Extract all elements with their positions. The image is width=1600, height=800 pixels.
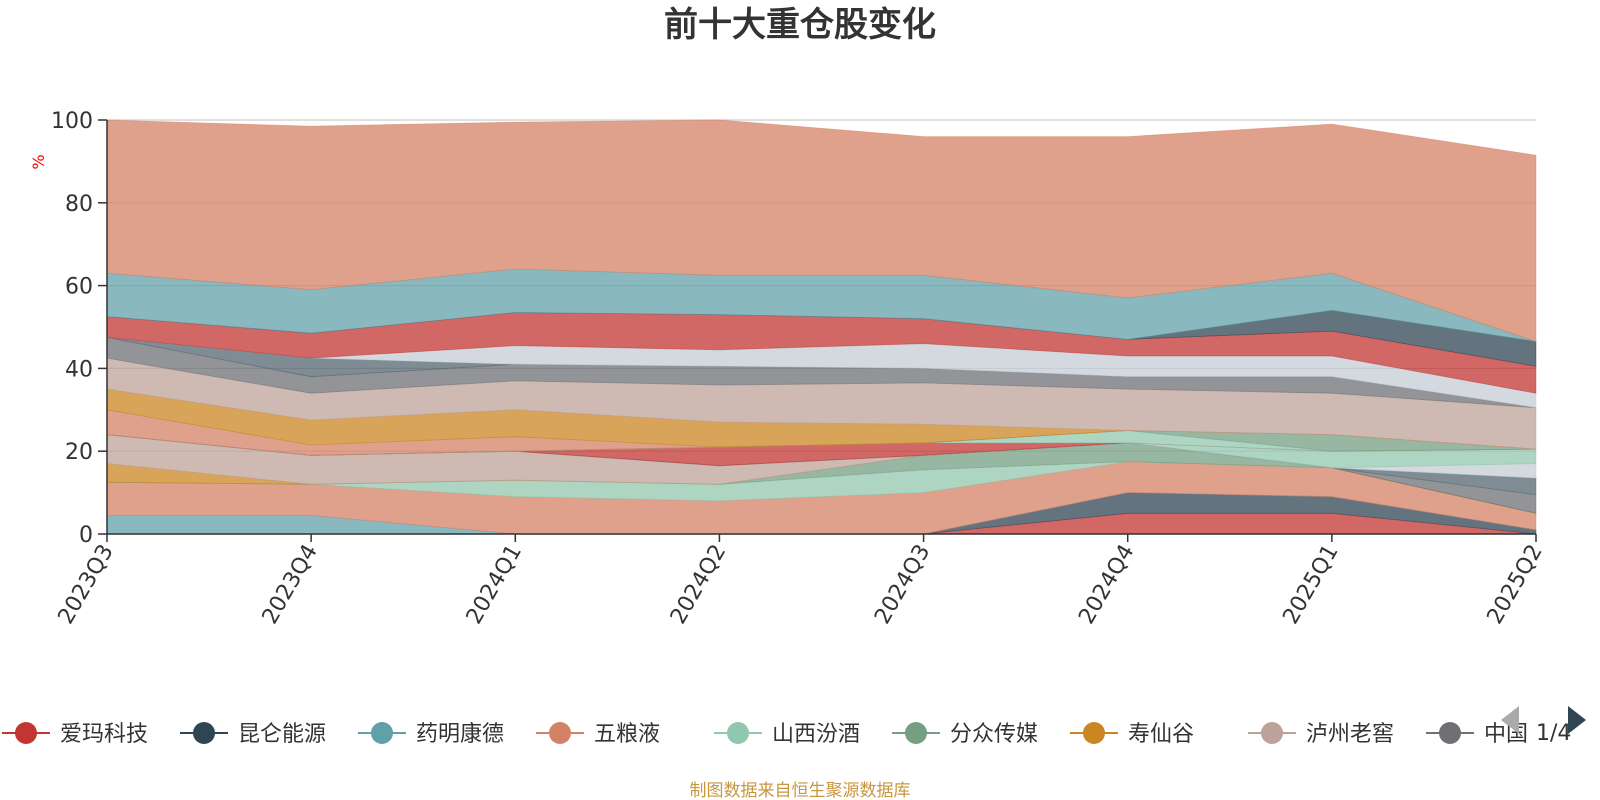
legend: 爱玛科技 昆仑能源 药明康德 五粮液 山西汾酒 分众传媒 寿仙谷 泸州老窖 中国 [2,722,1528,747]
x-tick-label: 2025Q2 [1483,540,1548,628]
legend-pager: 1/4 [1501,706,1586,746]
legend-item[interactable]: 五粮液 [536,722,660,747]
y-tick-label: 20 [65,440,93,465]
legend-label: 中国 [1484,722,1528,747]
legend-label: 药明康德 [416,722,504,747]
legend-label: 分众传媒 [950,722,1038,747]
y-tick-label: 0 [79,523,93,548]
legend-dot-icon [905,722,927,744]
x-tick-label: 2023Q4 [258,540,323,628]
legend-item[interactable]: 泸州老窖 [1248,722,1394,747]
legend-label: 山西汾酒 [772,722,860,747]
legend-item[interactable]: 山西汾酒 [714,722,860,747]
area-series-25 [106,119,1537,343]
x-tick-label: 2024Q2 [666,540,731,628]
triangle-left-icon[interactable] [1501,706,1519,734]
y-tick-label: 100 [51,109,93,134]
legend-page-indicator: 1/4 [1536,721,1571,746]
data-source-note: 制图数据来自恒生聚源数据库 [690,781,911,800]
legend-dot-icon [549,722,571,744]
area-series-group [106,119,1537,535]
legend-dot-icon [371,722,393,744]
x-tick-label: 2023Q3 [54,540,119,628]
legend-label: 五粮液 [594,722,660,747]
legend-dot-icon [15,722,37,744]
legend-item[interactable]: 分众传媒 [892,722,1038,747]
legend-dot-icon [1261,722,1283,744]
legend-dot-icon [727,722,749,744]
legend-dot-icon [1439,722,1461,744]
legend-dot-icon [193,722,215,744]
x-tick-label: 2024Q1 [462,540,527,628]
y-tick-label: 40 [65,357,93,382]
y-tick-label: 60 [65,275,93,300]
legend-item[interactable]: 昆仑能源 [180,722,326,747]
y-tick-label: 80 [65,192,93,217]
chart-title: 前十大重仓股变化 [664,5,936,45]
y-axis-unit-label: % [29,154,48,169]
triangle-right-icon[interactable] [1568,706,1586,734]
legend-item[interactable]: 药明康德 [358,722,504,747]
legend-item[interactable]: 爱玛科技 [2,722,148,747]
legend-item[interactable]: 中国 [1426,722,1528,747]
x-tick-label: 2025Q1 [1278,540,1343,628]
legend-label: 爱玛科技 [60,722,148,747]
legend-label: 泸州老窖 [1306,722,1394,747]
x-tick-label: 2024Q4 [1074,540,1139,628]
x-tick-label: 2024Q3 [870,540,935,628]
legend-label: 寿仙谷 [1128,722,1194,747]
legend-dot-icon [1083,722,1105,744]
legend-item[interactable]: 寿仙谷 [1070,722,1194,747]
legend-label: 昆仑能源 [238,722,326,747]
